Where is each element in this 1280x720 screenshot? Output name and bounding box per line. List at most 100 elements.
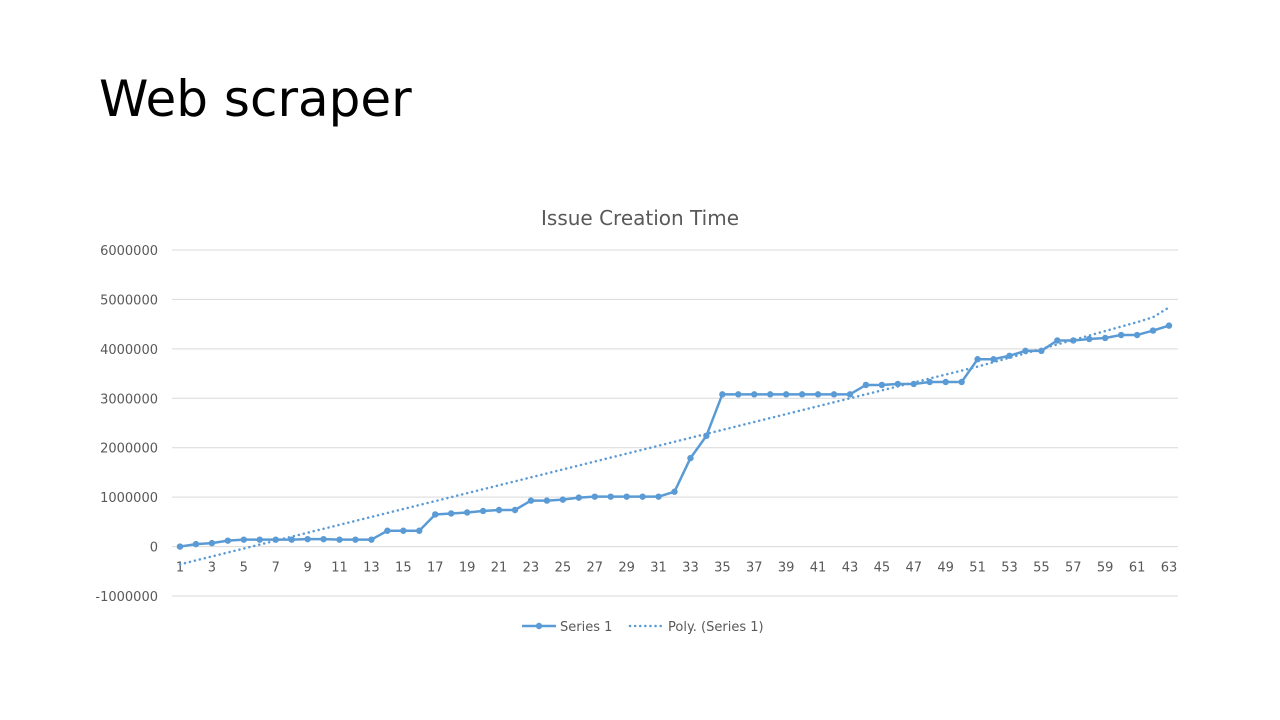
x-tick-label: 17 [427, 561, 444, 576]
y-tick-label: 4000000 [100, 343, 158, 358]
data-point [1054, 337, 1061, 344]
data-point [623, 493, 630, 500]
y-tick-label: 2000000 [100, 442, 158, 457]
data-point [782, 391, 790, 398]
data-point [846, 391, 854, 398]
data-point [1117, 331, 1125, 339]
x-tick-label: 9 [303, 561, 311, 576]
data-point [719, 391, 726, 398]
data-point [862, 381, 870, 389]
data-point [352, 536, 359, 543]
data-point [1165, 322, 1173, 329]
data-point [495, 506, 503, 514]
data-point [671, 488, 678, 495]
x-tick-label: 63 [1161, 561, 1178, 576]
data-point [543, 497, 551, 504]
data-point [224, 537, 232, 544]
data-point [1149, 327, 1157, 334]
chart-legend: Series 1 Poly. (Series 1) [522, 620, 764, 635]
x-tick-label: 7 [272, 561, 280, 576]
x-tick-label: 13 [363, 561, 380, 576]
data-point [559, 496, 567, 503]
data-point [240, 536, 248, 543]
x-tick-label: 59 [1097, 561, 1114, 576]
data-point [639, 493, 646, 500]
data-point [814, 391, 822, 398]
x-tick-label: 27 [586, 561, 603, 576]
legend-label-series: Series 1 [560, 620, 612, 635]
x-tick-label: 51 [969, 561, 986, 576]
legend-label-trendline: Poly. (Series 1) [668, 620, 764, 635]
x-tick-label: 1 [176, 561, 184, 576]
x-tick-label: 55 [1033, 561, 1050, 576]
data-point [830, 391, 838, 398]
data-point [447, 510, 455, 517]
x-tick-label: 3 [208, 561, 216, 576]
data-point [687, 454, 694, 462]
x-tick-label: 53 [1001, 561, 1018, 576]
slide-title: Web scraper [99, 70, 412, 128]
chart-gridlines [172, 249, 1178, 597]
y-tick-label: 3000000 [100, 392, 158, 407]
data-point [256, 536, 263, 543]
x-tick-label: 47 [906, 561, 923, 576]
data-point [974, 356, 981, 363]
series-line [179, 324, 1170, 548]
data-point [1133, 331, 1141, 339]
data-point [432, 511, 439, 518]
data-point [320, 535, 327, 543]
data-point [798, 391, 806, 398]
data-point [767, 391, 774, 398]
x-tick-label: 35 [714, 561, 731, 576]
data-point [416, 527, 423, 534]
data-point [878, 381, 886, 389]
x-tick-label: 11 [331, 561, 348, 576]
data-point [368, 536, 375, 543]
data-point [1101, 334, 1109, 342]
data-point [751, 391, 758, 398]
x-tick-label: 21 [491, 561, 508, 576]
x-tick-label: 33 [682, 561, 699, 576]
data-point [735, 391, 742, 398]
data-point [958, 378, 965, 386]
y-tick-label: 1000000 [100, 491, 158, 506]
x-tick-label: 43 [842, 561, 859, 576]
data-point [942, 378, 949, 386]
data-point [192, 540, 200, 548]
data-point [575, 494, 582, 501]
x-tick-label: 15 [395, 561, 412, 576]
data-point [926, 378, 933, 386]
x-tick-label: 19 [459, 561, 476, 576]
x-tick-label: 39 [778, 561, 795, 576]
data-point [655, 493, 662, 500]
x-tick-label: 31 [650, 561, 667, 576]
x-tick-label: 37 [746, 561, 763, 576]
data-point [1086, 335, 1093, 343]
y-tick-label: 6000000 [100, 244, 158, 259]
x-tick-label: 29 [618, 561, 635, 576]
trendline-series [178, 306, 1171, 566]
x-tick-label: 5 [240, 561, 248, 576]
x-tick-label: 45 [874, 561, 891, 576]
data-point [894, 380, 902, 388]
data-point [463, 509, 471, 516]
data-point [384, 527, 391, 534]
data-point [607, 493, 614, 500]
data-point [511, 506, 519, 514]
y-axis-tick-labels: -1000000 0 1000000 2000000 3000000 4000000 500… [95, 244, 158, 605]
legend-series-marker [535, 622, 543, 630]
data-point [479, 507, 487, 515]
x-tick-label: 61 [1129, 561, 1146, 576]
data-point [990, 356, 997, 363]
data-point [336, 536, 343, 543]
data-point [304, 535, 311, 543]
data-point [176, 543, 184, 550]
x-tick-label: 23 [523, 561, 540, 576]
chart-series [176, 306, 1173, 566]
data-point [910, 380, 917, 388]
data-point [288, 536, 295, 543]
y-tick-label: 0 [150, 541, 158, 556]
data-point [400, 527, 407, 534]
data-point [208, 539, 216, 547]
